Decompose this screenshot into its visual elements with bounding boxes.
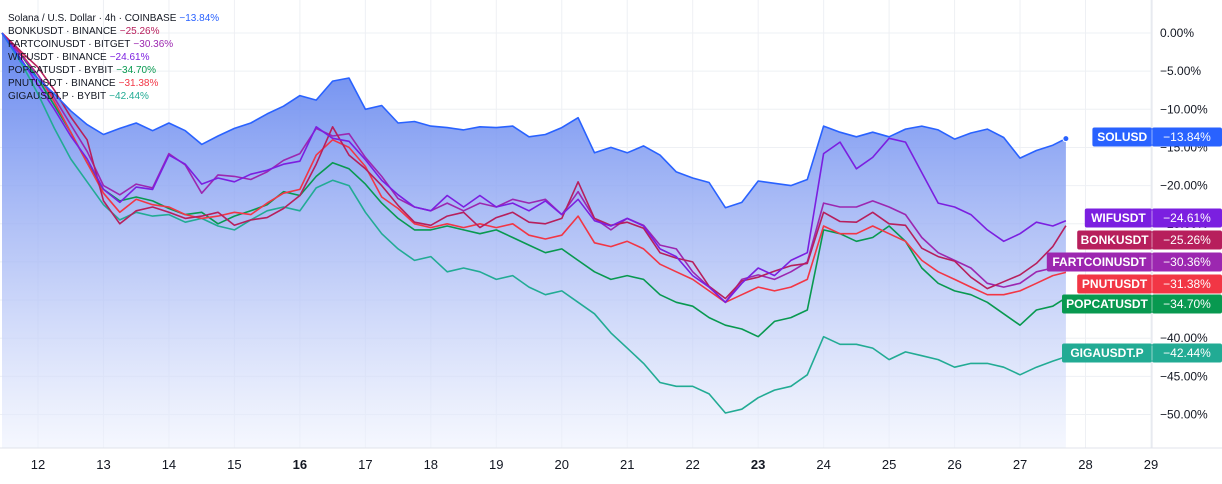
badge-series-name: SOLUSD — [1097, 130, 1147, 144]
badge-series-value: −30.36% — [1163, 255, 1211, 269]
x-tick-label: 29 — [1144, 457, 1158, 472]
legend-item-popcat[interactable]: POPCATUSDT · BYBIT −34.70% — [8, 64, 219, 77]
x-tick-label: 25 — [882, 457, 896, 472]
x-tick-label: 16 — [293, 457, 307, 472]
badge-value-bg — [1152, 343, 1222, 363]
legend-change: −24.61% — [109, 52, 150, 63]
price-axis[interactable]: 0.00%−5.00%−10.00%−15.00%−20.00%−25.00%−… — [1160, 26, 1208, 422]
badge-name-bg — [1084, 208, 1152, 228]
y-tick-label: −50.00% — [1160, 408, 1208, 422]
badge-value-bg — [1152, 127, 1222, 147]
legend-change: −34.70% — [116, 65, 156, 76]
last-point-marker — [1062, 135, 1070, 143]
badge-series-value: −42.44% — [1163, 346, 1211, 360]
time-axis[interactable]: 12 13 14 15 16 17 18 19 20 21 22 23 24 25 26 27 28 29 — [31, 457, 1158, 472]
legend-label: FARTCOINUSDT · BITGET — [8, 39, 131, 50]
y-tick-label: −45.00% — [1160, 369, 1208, 383]
legend-label: POPCATUSDT · BYBIT — [8, 65, 114, 76]
badge-name-bg — [1092, 127, 1152, 147]
x-tick-label: 21 — [620, 457, 634, 472]
x-tick-label: 27 — [1013, 457, 1027, 472]
badge-name-bg — [1077, 274, 1152, 294]
x-tick-label: 12 — [31, 457, 45, 472]
badge-series-value: −13.84% — [1163, 130, 1211, 144]
legend-label: BONKUSDT · BINANCE — [8, 26, 117, 37]
x-tick-label: 28 — [1078, 457, 1092, 472]
badge-series-name: BONKUSDT — [1081, 233, 1150, 247]
badge-series-value: −24.61% — [1163, 211, 1211, 225]
legend-label: WIFUSDT · BINANCE — [8, 52, 107, 63]
legend-label: GIGAUSDT.P · BYBIT — [8, 91, 107, 102]
series-line-gigausdt-p[interactable] — [1, 32, 1067, 414]
badge-series-name: FARTCOINUSDT — [1052, 255, 1147, 269]
series-line-solusd[interactable] — [1, 32, 1067, 209]
legend-change: −31.38% — [118, 78, 159, 89]
series-line-wifusdt[interactable] — [1, 32, 1067, 304]
x-tick-label: 24 — [816, 457, 830, 472]
badge-name-bg — [1062, 343, 1152, 363]
y-tick-label: −5.00% — [1160, 64, 1201, 78]
chart-legend: Solana / U.S. Dollar · 4h · COINBASE −13.… — [8, 12, 219, 103]
legend-change: −13.84% — [179, 13, 220, 24]
series-area-solusd — [2, 33, 1066, 448]
badge-series-name: WIFUSDT — [1091, 211, 1146, 225]
badge-series-name: POPCATUSDT — [1066, 297, 1148, 311]
badge-series-value: −25.26% — [1163, 233, 1211, 247]
y-tick-label: −10.00% — [1160, 102, 1208, 116]
legend-change: −25.26% — [119, 26, 160, 37]
badge-series-name: PNUTUSDT — [1082, 277, 1148, 291]
x-tick-label: 26 — [947, 457, 961, 472]
badge-series-name: GIGAUSDT.P — [1070, 346, 1143, 360]
badge-value-bg — [1152, 252, 1222, 272]
area-layer — [2, 33, 1066, 448]
badge-series-value: −34.70% — [1163, 297, 1211, 311]
legend-label: Solana / U.S. Dollar · 4h · COINBASE — [8, 13, 177, 24]
x-tick-label: 23 — [751, 457, 765, 472]
legend-item-fartcoin[interactable]: FARTCOINUSDT · BITGET −30.36% — [8, 38, 219, 51]
legend-item-pnut[interactable]: PNUTUSDT · BINANCE −31.38% — [8, 77, 219, 90]
y-tick-label: 0.00% — [1160, 26, 1194, 40]
badge-value-bg — [1152, 294, 1222, 314]
x-tick-label: 14 — [162, 457, 176, 472]
last-value-badges: SOLUSD −13.84% BONKUSDT −25.26% FARTCOINUSDT… — [1046, 127, 1222, 363]
legend-item-giga[interactable]: GIGAUSDT.P · BYBIT −42.44% — [8, 90, 219, 103]
legend-item-bonk[interactable]: BONKUSDT · BINANCE −25.26% — [8, 25, 219, 38]
x-tick-label: 22 — [685, 457, 699, 472]
series-line-pnutusdt[interactable] — [1, 32, 1067, 304]
badge-series-value: −31.38% — [1163, 277, 1211, 291]
series-lines — [1, 32, 1070, 414]
badge-name-bg — [1062, 294, 1152, 314]
x-tick-label: 15 — [227, 457, 241, 472]
legend-item-wif[interactable]: WIFUSDT · BINANCE −24.61% — [8, 51, 219, 64]
x-tick-label: 20 — [555, 457, 569, 472]
badge-name-bg — [1046, 252, 1152, 272]
x-tick-label: 19 — [489, 457, 503, 472]
series-line-bonkusdt[interactable] — [1, 32, 1067, 300]
legend-change: −42.44% — [109, 91, 149, 102]
y-tick-label: −40.00% — [1160, 331, 1208, 345]
x-tick-label: 18 — [424, 457, 438, 472]
badge-value-bg — [1152, 230, 1222, 250]
legend-item-sol[interactable]: Solana / U.S. Dollar · 4h · COINBASE −13.… — [8, 12, 219, 25]
x-tick-label: 17 — [358, 457, 372, 472]
badge-value-bg — [1152, 208, 1222, 228]
legend-change: −30.36% — [133, 39, 174, 50]
y-tick-label: −20.00% — [1160, 179, 1208, 193]
badge-name-bg — [1077, 230, 1152, 250]
x-tick-label: 13 — [96, 457, 110, 472]
legend-label: PNUTUSDT · BINANCE — [8, 78, 116, 89]
badge-value-bg — [1152, 274, 1222, 294]
